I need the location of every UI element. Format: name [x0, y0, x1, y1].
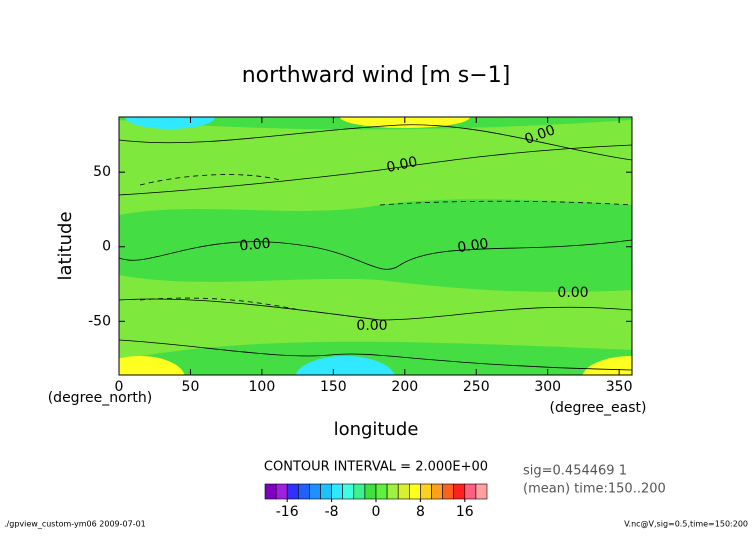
contour-label: 0.00: [557, 285, 588, 301]
colorbar-tick-label: 0: [372, 504, 381, 520]
contour-label: 0.00: [239, 236, 271, 255]
colorbar-box: [475, 483, 488, 500]
x-tick-label: 100: [249, 379, 276, 395]
colorbar-box: [353, 483, 366, 500]
contour-interval: CONTOUR INTERVAL = 2.000E+00: [264, 460, 488, 475]
colorbar-box: [309, 483, 321, 500]
colorbar-tick-label: 8: [416, 504, 425, 520]
plot-frame: [118, 116, 633, 376]
colorbar-box: [397, 483, 410, 500]
contour-field: [119, 117, 632, 375]
x-axis-title: longitude: [334, 419, 419, 440]
x-tick-label: 250: [463, 379, 490, 395]
colorbar-box: [331, 483, 344, 500]
colorbar-box: [408, 483, 421, 500]
colorbar-box: [342, 483, 355, 500]
x-tick-label: 300: [534, 379, 561, 395]
annotation: sig=0.454469 1: [523, 464, 627, 479]
colorbar-box: [320, 483, 332, 500]
colorbar-box: [375, 483, 388, 500]
annotation: (mean) time:150..200: [523, 482, 666, 497]
colorbar-box: [464, 483, 477, 500]
colorbar-box: [453, 483, 466, 500]
colorbar-tick-label: 16: [456, 504, 474, 520]
x-tick-label: 50: [182, 379, 200, 395]
colorbar-box: [264, 483, 277, 500]
x-tick-label: 0: [115, 379, 124, 395]
y-axis-title: latitude: [55, 211, 76, 280]
colorbar-box: [275, 483, 288, 500]
y-tick-label: 50: [93, 164, 111, 180]
colorbar-box: [442, 483, 455, 500]
colorbar-box: [364, 483, 377, 500]
footer-left: ./gpview_custom-ym06 2009-07-01: [4, 520, 146, 529]
x-tick-label: 350: [606, 379, 633, 395]
chart-title: northward wind [m s−1]: [242, 63, 511, 88]
x-tick-label: 150: [320, 379, 347, 395]
contour-label: 0.00: [456, 236, 489, 256]
colorbar-box: [297, 483, 310, 500]
colorbar-box: [431, 483, 443, 500]
y-unit: (degree_north): [48, 390, 153, 406]
x-unit: (degree_east): [550, 400, 647, 416]
colorbar-tick-label: -8: [325, 504, 339, 520]
colorbar-box: [420, 483, 432, 500]
y-tick-label: -50: [88, 313, 111, 329]
colorbar-box: [286, 483, 299, 500]
colorbar-box: [386, 483, 399, 500]
contour-label: 0.00: [385, 154, 419, 176]
contour-label: 0.00: [356, 318, 387, 334]
y-tick-label: 0: [102, 239, 111, 255]
x-tick-label: 200: [391, 379, 418, 395]
colorbar-tick-label: -16: [276, 504, 299, 520]
footer-right: V.nc@V,sig=0.5,time=150:200: [624, 520, 748, 529]
